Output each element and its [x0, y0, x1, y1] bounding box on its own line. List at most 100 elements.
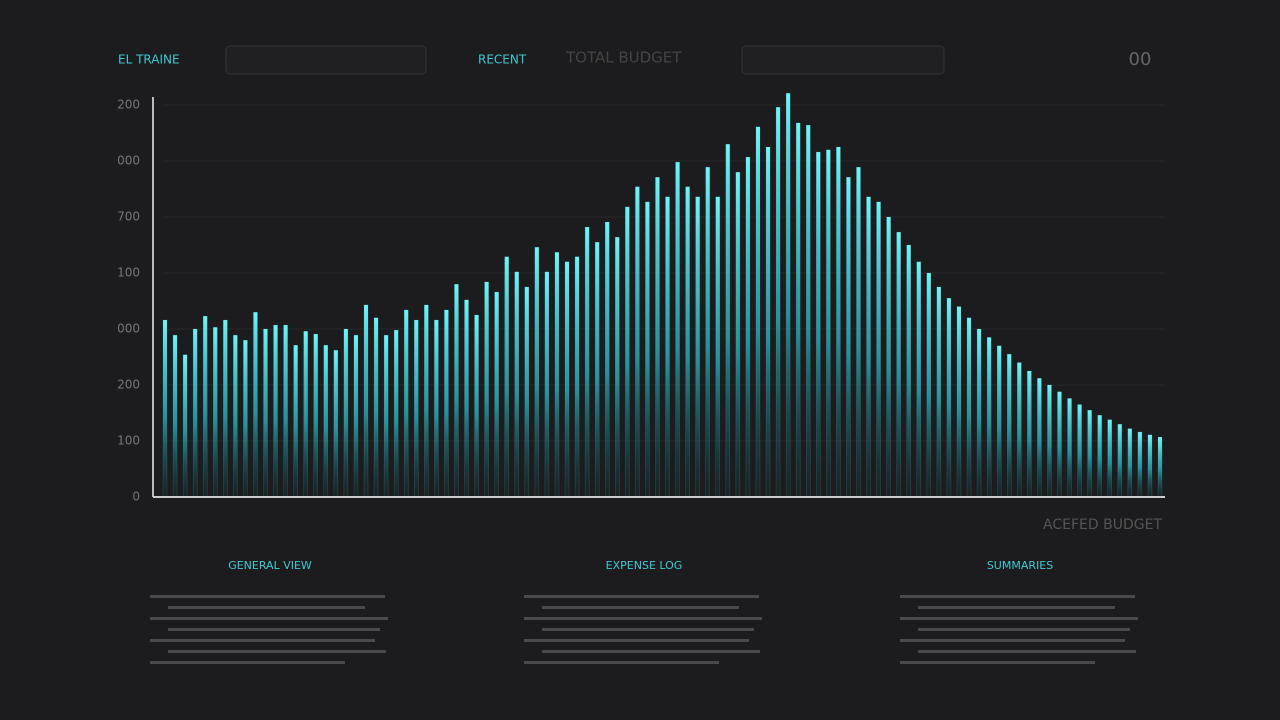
bar [655, 176, 660, 498]
bar [604, 221, 610, 498]
axis-title: ACEFED BUDGET [1043, 517, 1162, 533]
bar [353, 334, 359, 498]
bar [454, 283, 459, 498]
text-line [524, 639, 749, 642]
bar [192, 328, 198, 498]
y-tick-label: 200 [117, 378, 140, 392]
y-tick-label: 100 [117, 434, 140, 448]
bar [162, 319, 168, 498]
text-line [168, 606, 365, 609]
bar [474, 314, 479, 498]
bar [615, 236, 620, 498]
bar [524, 286, 530, 498]
bar [916, 261, 922, 498]
text-line [542, 628, 754, 631]
bar [444, 309, 449, 498]
bar [826, 149, 831, 498]
bar [695, 196, 700, 498]
text-line [918, 628, 1130, 631]
bar [665, 196, 670, 498]
text-line [168, 628, 380, 631]
bar [896, 231, 901, 498]
text-line [542, 650, 760, 653]
bar [886, 216, 891, 498]
bar [926, 272, 932, 498]
bar [333, 350, 339, 498]
bar [182, 354, 188, 498]
bar [293, 344, 298, 498]
panel-heading: EXPENSE LOG [606, 559, 683, 572]
bar [986, 337, 992, 498]
bar [233, 334, 238, 498]
text-line [524, 595, 759, 598]
bar [1017, 362, 1022, 498]
bar [403, 309, 409, 498]
bar [625, 206, 630, 498]
search-input[interactable] [225, 45, 427, 75]
bar [795, 122, 801, 498]
text-line [918, 606, 1115, 609]
text-line [900, 595, 1135, 598]
panel-heading: GENERAL VIEW [228, 559, 312, 572]
bar [645, 201, 650, 498]
bar [504, 256, 509, 498]
bar [685, 186, 690, 498]
y-tick-label: 000 [117, 154, 140, 168]
text-line [900, 617, 1138, 620]
bar [202, 315, 208, 498]
bar [836, 146, 841, 498]
menu-icon[interactable]: 00 [1129, 49, 1152, 70]
bar [635, 186, 640, 498]
y-tick-label: 000 [117, 322, 140, 336]
y-tick-label: 700 [117, 210, 140, 224]
bar [434, 319, 439, 498]
bar [363, 304, 369, 498]
bar [906, 244, 911, 498]
bar [705, 166, 710, 498]
bar [564, 261, 570, 498]
text-line [150, 595, 385, 598]
bar [223, 319, 228, 498]
nav-tab[interactable]: RECENT [478, 53, 527, 67]
bar [1097, 414, 1102, 498]
y-tick-label: 200 [117, 98, 140, 112]
bar [1006, 353, 1012, 498]
bar [554, 252, 560, 498]
bar [775, 106, 781, 498]
bar [805, 124, 811, 498]
bar [343, 328, 349, 498]
bar [996, 345, 1002, 498]
bar [1127, 428, 1133, 498]
bar [1137, 431, 1143, 498]
bar [534, 246, 540, 498]
bar [243, 339, 248, 498]
text-line [150, 639, 375, 642]
bar [936, 286, 942, 498]
bar [1087, 409, 1092, 498]
bar [946, 297, 952, 498]
bar [313, 333, 319, 498]
panel-heading: SUMMARIES [987, 559, 1053, 572]
plot: 0 100 200 000 100 700 000 200 [117, 92, 1165, 504]
bar [1147, 434, 1153, 498]
bar [1157, 436, 1163, 498]
bar [283, 324, 288, 498]
bar [1037, 378, 1042, 498]
bar [1047, 384, 1052, 498]
bar [745, 156, 751, 498]
budget-input[interactable] [741, 45, 945, 75]
text-line [918, 650, 1136, 653]
text-line [900, 639, 1125, 642]
bar [735, 171, 741, 498]
bar [464, 299, 469, 498]
text-line [150, 661, 345, 664]
bar [303, 330, 308, 498]
y-tick-label: 0 [132, 490, 140, 504]
bar [1067, 398, 1072, 498]
bar [414, 319, 419, 498]
bar [765, 146, 771, 498]
bar [514, 271, 520, 498]
